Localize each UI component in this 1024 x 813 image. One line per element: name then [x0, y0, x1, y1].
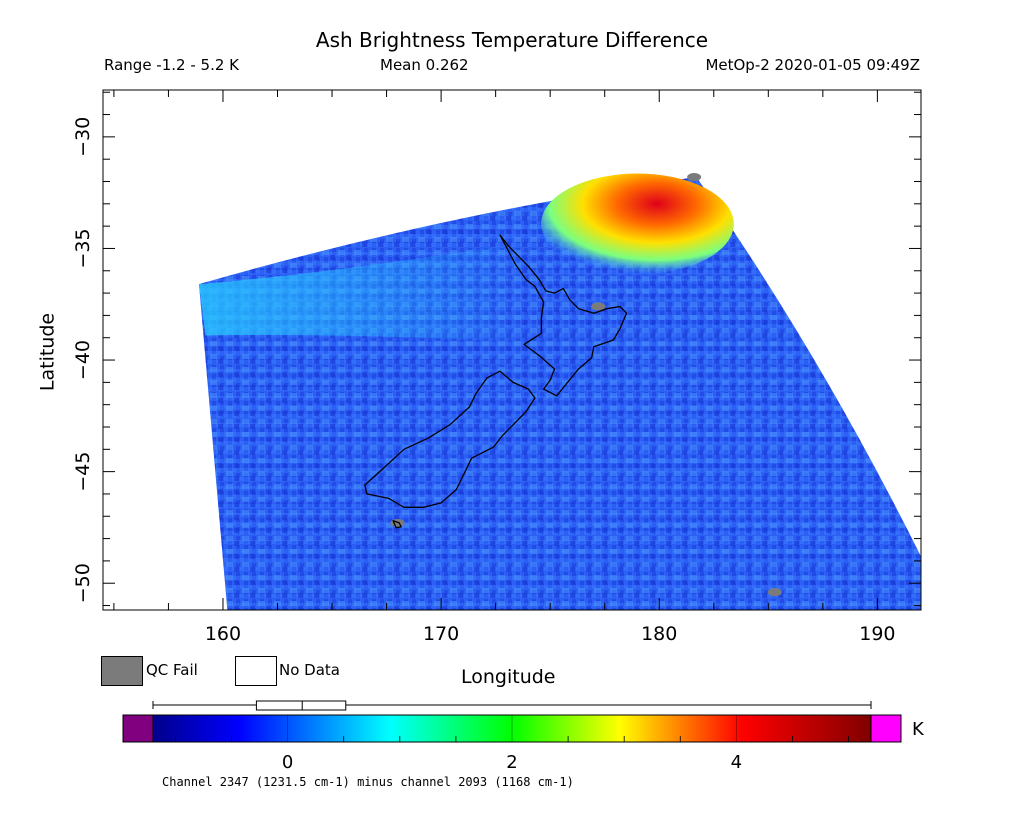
qc-fail-pixel	[687, 173, 702, 182]
x-axis-ticks: 160 170 180 190	[113, 90, 896, 645]
map-title: Ash Brightness Temperature Difference	[315, 28, 709, 52]
mean-text: Mean 0.262	[380, 56, 469, 74]
qc-fail-pixels	[390, 173, 782, 597]
y-tick-label: −35	[72, 228, 94, 268]
y-tick-label: −50	[72, 563, 94, 603]
colorbar-under-swatch	[122, 714, 154, 743]
data-layer	[198, 173, 921, 610]
colorbar-over-swatch	[870, 714, 902, 743]
y-tick-label: −30	[72, 117, 94, 157]
x-tick-label: 180	[641, 623, 677, 645]
colorbar-unit: K	[912, 719, 924, 740]
y-axis-label: Latitude	[36, 312, 59, 392]
colorbar-tick-label: 2	[506, 752, 517, 773]
colorbar-ticks: 0 2 4	[175, 715, 849, 773]
y-tick-label: −45	[72, 452, 94, 492]
new-zealand-coastline	[364, 234, 628, 529]
no-data-swatch	[235, 656, 277, 686]
x-tick-label: 190	[859, 623, 895, 645]
y-axis-ticks: −30 −35 −40 −45 −50	[72, 91, 921, 607]
no-data-label: No Data	[279, 661, 340, 679]
qc-fail-pixel	[591, 302, 606, 311]
qc-fail-pixel	[390, 518, 405, 527]
colorbar-gradient	[152, 714, 872, 743]
ash-signal-region	[541, 173, 734, 275]
colorbar: 0 2 4	[122, 700, 902, 773]
boxplot-box	[255, 700, 347, 711]
satellite-time-text: MetOp-2 2020-01-05 09:49Z	[705, 56, 920, 74]
colorbar-boxplot	[152, 700, 872, 711]
plot-frame	[102, 89, 922, 611]
colorbar-tick-label: 0	[282, 752, 293, 773]
x-tick-label: 170	[423, 623, 459, 645]
x-axis-label: Longitude	[461, 666, 556, 688]
qc-fail-pixel	[767, 588, 782, 597]
cyan-band	[198, 241, 529, 343]
colorbar-tick-label: 4	[731, 752, 742, 773]
qc-fail-swatch	[101, 656, 143, 686]
channel-caption: Channel 2347 (1231.5 cm-1) minus channel…	[162, 775, 574, 789]
x-tick-label: 160	[205, 623, 241, 645]
qc-fail-label: QC Fail	[146, 661, 198, 679]
range-text: Range -1.2 - 5.2 K	[104, 56, 239, 74]
y-tick-label: −40	[72, 340, 94, 380]
